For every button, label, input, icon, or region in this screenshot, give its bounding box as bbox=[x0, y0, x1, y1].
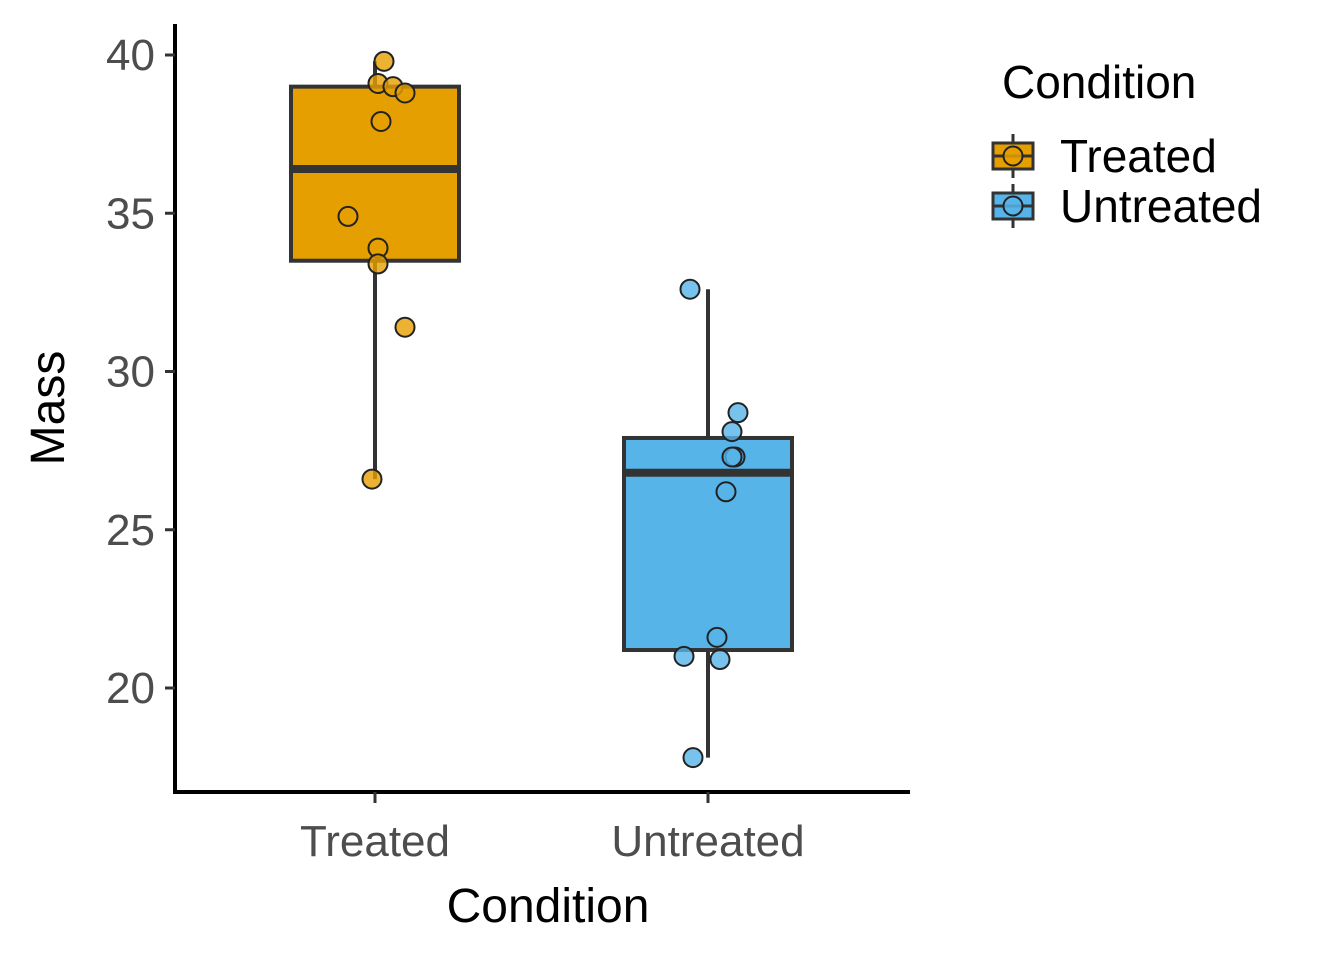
data-point bbox=[394, 316, 416, 338]
y-axis-ticks: 20 25 30 35 40 bbox=[106, 31, 175, 713]
legend-item-treated: Treated bbox=[991, 130, 1217, 182]
y-tick-label: 40 bbox=[106, 31, 155, 80]
legend-key-point bbox=[1002, 195, 1024, 217]
data-point bbox=[709, 649, 731, 671]
box-iqr bbox=[289, 84, 461, 263]
x-tick-label: Untreated bbox=[611, 817, 804, 866]
x-axis-ticks: Treated Untreated bbox=[300, 792, 805, 866]
legend-label: Untreated bbox=[1060, 180, 1262, 232]
data-point bbox=[706, 626, 728, 648]
y-tick-label: 35 bbox=[106, 189, 155, 238]
y-tick-label: 20 bbox=[106, 664, 155, 713]
legend-key-point bbox=[1002, 145, 1024, 167]
legend-label: Treated bbox=[1060, 130, 1217, 182]
data-point bbox=[394, 82, 416, 104]
legend-item-untreated: Untreated bbox=[991, 180, 1262, 232]
data-point bbox=[715, 481, 737, 503]
data-point bbox=[721, 421, 743, 443]
data-point bbox=[370, 110, 392, 132]
data-point bbox=[727, 402, 749, 424]
data-point bbox=[673, 645, 695, 667]
y-tick-label: 30 bbox=[106, 348, 155, 397]
plot-area bbox=[289, 50, 794, 769]
x-axis-title: Condition bbox=[447, 880, 650, 933]
data-point bbox=[679, 278, 701, 300]
y-tick-label: 25 bbox=[106, 506, 155, 555]
box-group-treated bbox=[289, 50, 461, 490]
data-point bbox=[373, 50, 395, 72]
data-point bbox=[367, 253, 389, 275]
y-axis-title: Mass bbox=[22, 351, 75, 466]
legend-title: Condition bbox=[1002, 56, 1196, 108]
data-point bbox=[337, 205, 359, 227]
data-point bbox=[721, 446, 743, 468]
box-group-untreated bbox=[622, 278, 794, 769]
data-point bbox=[682, 747, 704, 769]
data-point bbox=[361, 468, 383, 490]
x-tick-label: Treated bbox=[300, 817, 450, 866]
